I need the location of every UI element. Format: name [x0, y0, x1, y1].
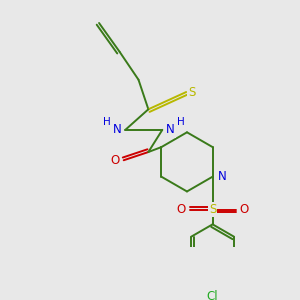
Text: O: O — [111, 154, 120, 167]
Text: H: H — [176, 117, 184, 128]
Text: H: H — [103, 117, 111, 128]
Text: N: N — [113, 123, 122, 136]
Text: O: O — [239, 203, 248, 216]
Text: S: S — [188, 85, 196, 98]
Text: Cl: Cl — [207, 290, 218, 300]
Text: N: N — [166, 123, 175, 136]
Text: O: O — [177, 203, 186, 216]
Text: N: N — [218, 170, 227, 183]
Text: S: S — [209, 203, 216, 216]
